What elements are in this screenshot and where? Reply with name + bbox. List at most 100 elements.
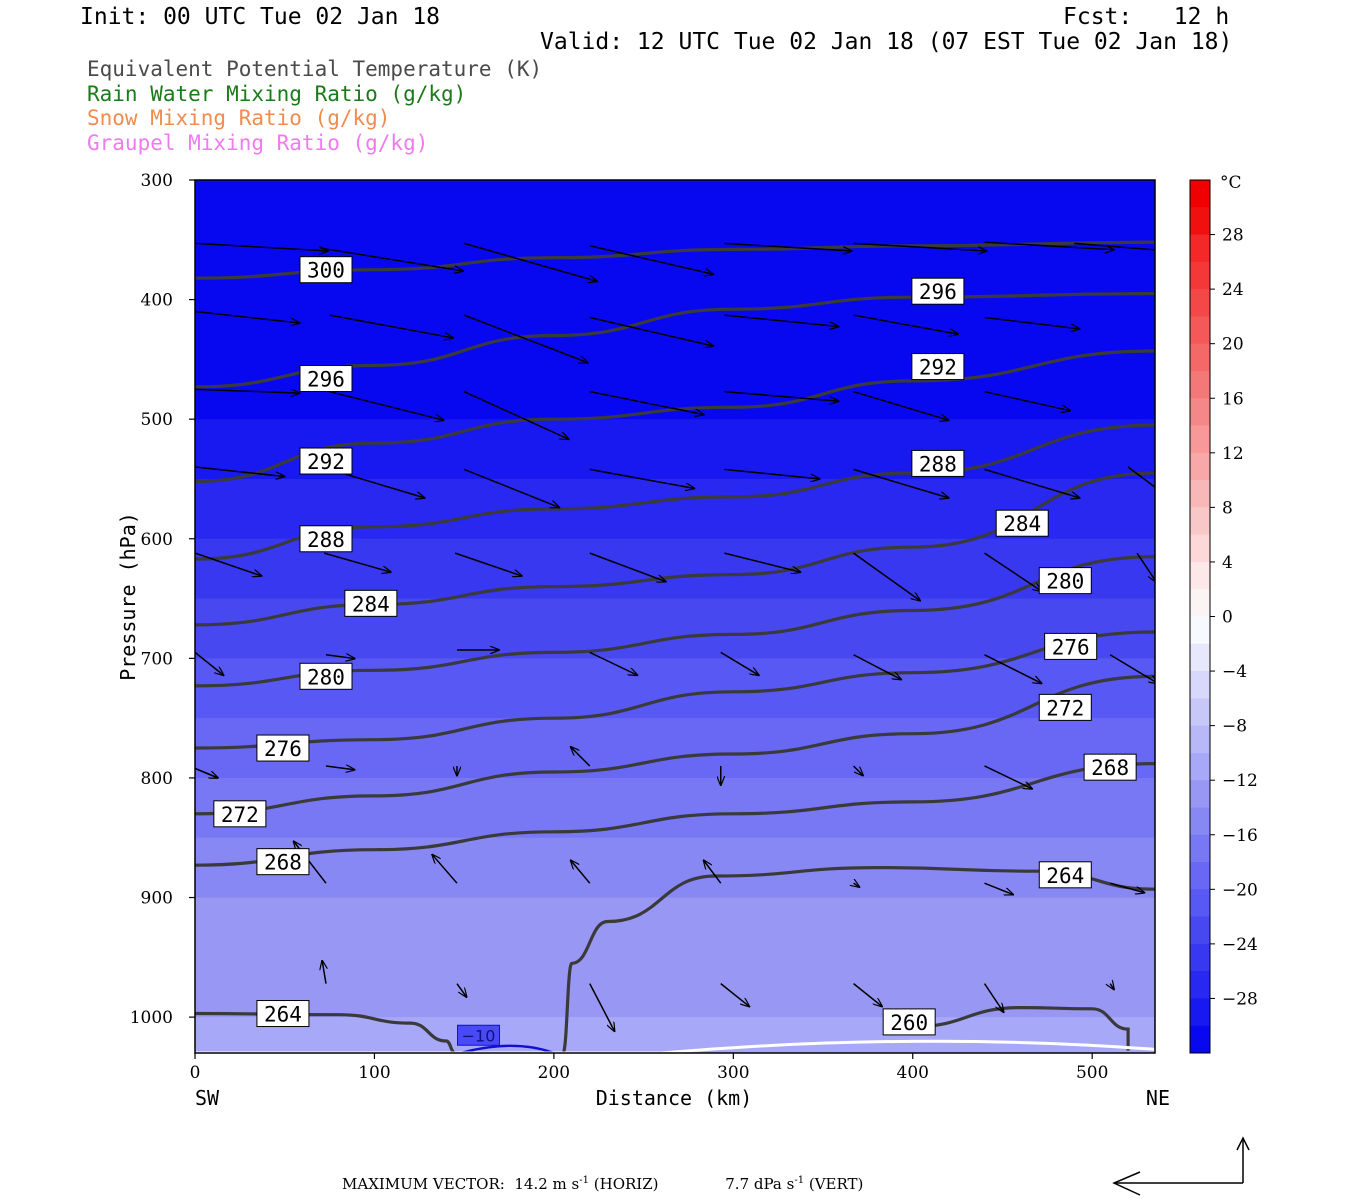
colorbar-segment bbox=[1190, 889, 1210, 918]
theta-e-label-268: 268 bbox=[1083, 753, 1137, 781]
theta-e-label-box bbox=[1038, 567, 1092, 595]
colorbar-segment bbox=[1190, 261, 1210, 290]
colorbar-segment bbox=[1190, 343, 1210, 372]
wind-vector bbox=[1110, 984, 1114, 990]
reference-vectors bbox=[1112, 1136, 1250, 1196]
theta-e-contour-292-2 bbox=[195, 349, 1155, 483]
legend-rain-water: Rain Water Mixing Ratio (g/kg) bbox=[87, 82, 467, 106]
wind-vector bbox=[984, 765, 1033, 789]
colorbar-tick-label: 0 bbox=[1222, 608, 1233, 628]
theta-e-label-296: 296 bbox=[911, 277, 965, 305]
plot-frame bbox=[194, 179, 1156, 1054]
colorbar-segment bbox=[1190, 480, 1210, 508]
wind-vector bbox=[854, 883, 860, 887]
wind-vector bbox=[195, 242, 328, 251]
wind-vector bbox=[571, 860, 591, 884]
theta-e-contour-280-5 bbox=[195, 555, 1155, 688]
colorbar-segment bbox=[1190, 452, 1210, 481]
theta-e-label-292: 292 bbox=[911, 353, 965, 381]
colorbar-segment bbox=[1190, 752, 1210, 781]
colorbar-segment bbox=[1190, 943, 1210, 972]
temperature-band-750 bbox=[195, 718, 1155, 779]
theta-e-label-box bbox=[1038, 693, 1092, 721]
wind-vector bbox=[984, 316, 1080, 329]
colorbar-tick-label: 4 bbox=[1222, 553, 1233, 573]
theta-e-label-text: 264 bbox=[264, 1003, 302, 1027]
x-end-label-right: NE bbox=[1146, 1086, 1170, 1110]
wind-vector bbox=[704, 860, 722, 884]
theta-e-label-box bbox=[299, 256, 353, 284]
theta-e-label-box bbox=[882, 1008, 936, 1036]
wind-vector bbox=[853, 242, 987, 251]
colorbar-tick-label: 24 bbox=[1222, 280, 1244, 300]
theta-e-label-288: 288 bbox=[911, 449, 965, 477]
wind-vector bbox=[195, 310, 300, 323]
max-vert-exponent: -1 bbox=[794, 1175, 805, 1186]
wind-vector bbox=[853, 468, 949, 498]
theta-e-label-box bbox=[911, 277, 965, 305]
wind-vector bbox=[463, 390, 569, 440]
wind-vector bbox=[853, 390, 949, 421]
temperature-contour-label: −10 bbox=[457, 1024, 501, 1046]
wind-vector bbox=[853, 552, 921, 601]
colorbar-tick-label: −20 bbox=[1222, 880, 1258, 900]
temperature-band-500 bbox=[195, 419, 1155, 480]
theta-e-label-text: 300 bbox=[307, 259, 345, 283]
x-tick-label: 200 bbox=[538, 1063, 570, 1083]
colorbar-segment bbox=[1190, 862, 1210, 890]
wind-vector bbox=[1109, 654, 1155, 684]
y-axis-label: Pressure (hPa) bbox=[116, 512, 140, 681]
max-horiz-exponent: -1 bbox=[579, 1175, 589, 1186]
colorbar-tick-label: −28 bbox=[1222, 989, 1258, 1009]
colorbar-segment bbox=[1190, 807, 1210, 836]
wind-vector bbox=[589, 651, 638, 675]
theta-e-label-text: 292 bbox=[919, 356, 957, 380]
wind-vector bbox=[463, 468, 559, 507]
colorbar-segment bbox=[1190, 998, 1210, 1027]
max-vert-suffix: (VERT) bbox=[804, 1175, 864, 1193]
colorbar-segment bbox=[1190, 589, 1210, 617]
theta-e-label-text: 296 bbox=[307, 368, 345, 392]
wind-vector bbox=[853, 314, 959, 334]
theta-e-label-text: 268 bbox=[264, 851, 302, 875]
wind-vector bbox=[454, 552, 521, 576]
colorbar-tick-label: −12 bbox=[1222, 771, 1258, 791]
max-vector-prefix: MAXIMUM VECTOR: bbox=[342, 1175, 505, 1193]
theta-e-label-272: 272 bbox=[213, 800, 267, 828]
wind-vector bbox=[320, 247, 464, 271]
theta-e-label-276: 276 bbox=[256, 734, 310, 762]
wind-vector bbox=[1074, 242, 1155, 251]
theta-e-label-box bbox=[299, 525, 353, 553]
colorbar-segment bbox=[1190, 971, 1210, 999]
theta-e-label-box bbox=[256, 734, 310, 762]
colorbar-segment bbox=[1190, 834, 1210, 863]
theta-e-contour-276-6 bbox=[195, 630, 1155, 750]
colorbar-segment bbox=[1190, 671, 1210, 699]
theta-e-label-text: 284 bbox=[1003, 512, 1041, 536]
theta-e-contour-264-10 bbox=[561, 865, 1155, 1053]
y-tick-label: 900 bbox=[141, 889, 173, 909]
colorbar-segment bbox=[1190, 316, 1210, 345]
theta-e-label-284: 284 bbox=[995, 509, 1049, 537]
temperature-band-400 bbox=[195, 299, 1155, 360]
colorbar-tick-label: 8 bbox=[1222, 498, 1233, 518]
wind-vector bbox=[724, 468, 819, 479]
wind-vector bbox=[724, 552, 800, 572]
theta-e-label-280: 280 bbox=[299, 662, 353, 690]
temperature-band-700 bbox=[195, 658, 1155, 719]
colorbar-segment bbox=[1190, 1025, 1210, 1054]
theta-e-contour-272-7 bbox=[195, 674, 1155, 816]
theta-e-label-box bbox=[256, 848, 310, 876]
wind-vector bbox=[571, 747, 591, 767]
theta-e-label-292: 292 bbox=[299, 447, 353, 475]
colorbar-segment bbox=[1190, 725, 1210, 754]
surface-line bbox=[195, 1039, 1156, 1055]
theta-e-label-text: 272 bbox=[1046, 696, 1084, 720]
wind-vector bbox=[853, 765, 864, 776]
theta-e-label-text: 280 bbox=[307, 665, 345, 689]
wind-vector bbox=[1127, 466, 1155, 489]
x-end-label-left: SW bbox=[195, 1086, 220, 1110]
y-tick-label: 1000 bbox=[130, 1008, 173, 1028]
temperature-fill bbox=[195, 180, 1155, 1053]
